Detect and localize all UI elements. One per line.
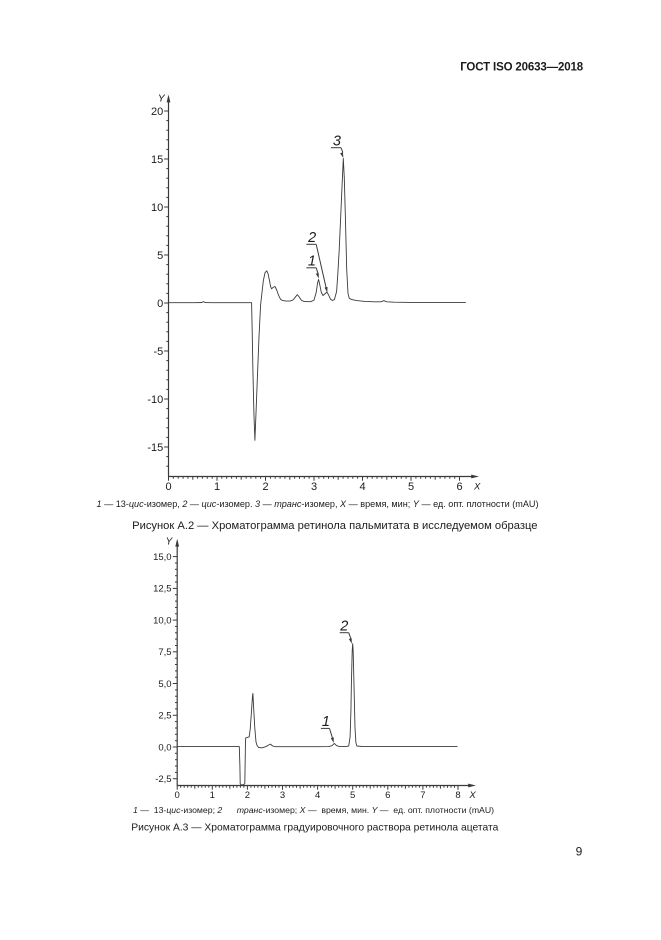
svg-text:5,0: 5,0 [158, 679, 171, 690]
svg-text:ГОСТ ISO 20633—2018: ГОСТ ISO 20633—2018 [460, 62, 584, 74]
svg-text:Y: Y [166, 536, 174, 547]
svg-text:5: 5 [350, 790, 355, 801]
svg-text:10,0: 10,0 [153, 615, 172, 626]
svg-text:1 — 13-цис-изомер; 2 тра: 1 — 13-цис-изомер; 2 транс-изомер; X — в… [133, 805, 494, 815]
svg-text:2: 2 [339, 618, 348, 634]
svg-text:1: 1 [210, 790, 215, 801]
svg-text:4: 4 [315, 790, 320, 801]
svg-text:-15: -15 [147, 442, 163, 454]
svg-text:2,5: 2,5 [158, 711, 171, 722]
svg-text:1 — 13-цис-изомер, 2 — цис-изо: 1 — 13-цис-изомер, 2 — цис-изомер. 3 — т… [97, 499, 539, 509]
svg-text:X: X [468, 790, 476, 801]
svg-text:6: 6 [385, 790, 390, 801]
svg-text:2: 2 [307, 230, 316, 246]
svg-text:15,0: 15,0 [153, 552, 172, 563]
svg-text:1: 1 [308, 254, 316, 270]
svg-text:Y: Y [158, 92, 166, 104]
svg-text:3: 3 [280, 790, 285, 801]
svg-text:3: 3 [311, 481, 317, 493]
svg-text:10: 10 [151, 202, 163, 214]
svg-text:0: 0 [175, 790, 180, 801]
svg-text:7,5: 7,5 [158, 647, 171, 658]
svg-text:-2,5: -2,5 [155, 774, 171, 785]
svg-text:9: 9 [576, 845, 583, 859]
svg-text:3: 3 [333, 134, 341, 150]
svg-text:6: 6 [456, 481, 462, 493]
svg-text:Рисунок А.3 — Хроматограмма гр: Рисунок А.3 — Хроматограмма градуировочн… [131, 822, 498, 833]
svg-text:8: 8 [455, 790, 460, 801]
svg-text:5: 5 [157, 250, 163, 262]
svg-text:-5: -5 [154, 346, 164, 358]
svg-text:12,5: 12,5 [153, 584, 172, 595]
svg-text:2: 2 [262, 481, 268, 493]
svg-text:X: X [473, 482, 481, 493]
svg-text:5: 5 [408, 481, 414, 493]
svg-text:Рисунок А.2 — Хроматограмма ре: Рисунок А.2 — Хроматограмма ретинола пал… [132, 520, 537, 532]
svg-text:4: 4 [359, 481, 365, 493]
svg-text:2: 2 [245, 790, 250, 801]
svg-text:-10: -10 [147, 394, 163, 406]
svg-text:7: 7 [420, 790, 425, 801]
svg-text:0,0: 0,0 [158, 742, 171, 753]
svg-text:1: 1 [322, 714, 330, 730]
svg-text:1: 1 [214, 481, 220, 493]
svg-text:0: 0 [165, 481, 171, 493]
svg-text:0: 0 [157, 298, 163, 310]
svg-text:20: 20 [151, 106, 163, 118]
svg-text:15: 15 [151, 154, 163, 166]
